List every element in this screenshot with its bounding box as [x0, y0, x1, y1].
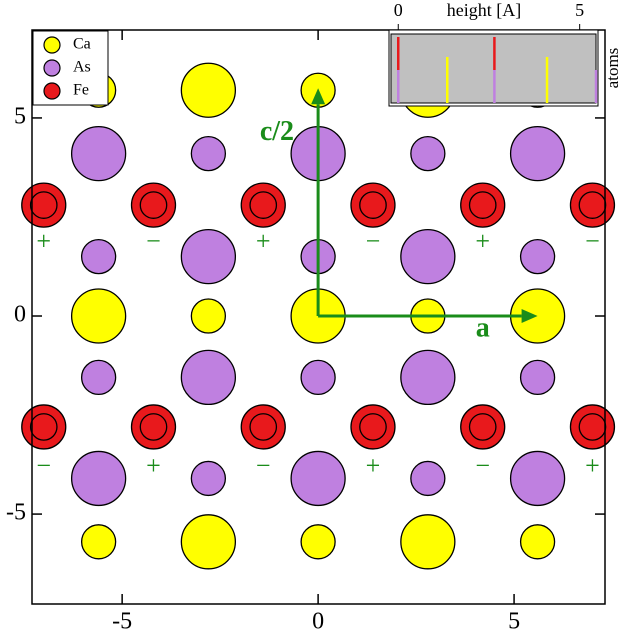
atom [70, 125, 127, 182]
atom [519, 238, 556, 275]
atom [180, 514, 237, 570]
inset-x-label: height [A] [447, 0, 521, 20]
atom [350, 182, 396, 228]
legend-marker [43, 82, 61, 100]
atom [180, 349, 237, 406]
atom [180, 228, 237, 285]
sign-label: − [146, 226, 161, 255]
sign-label: − [36, 451, 51, 480]
atom [80, 359, 117, 396]
legend-label: As [73, 59, 91, 76]
x-tick-label: 0 [312, 609, 324, 634]
arrow-head [521, 309, 538, 324]
atom-inner [249, 413, 278, 441]
atom [400, 228, 456, 285]
atom [80, 238, 117, 275]
atom [240, 182, 286, 228]
y-tick-label: -5 [6, 500, 26, 526]
sign-label: − [366, 226, 381, 255]
sign-label: + [585, 451, 600, 480]
atom [21, 182, 67, 228]
atom-inner [29, 191, 58, 219]
atom [519, 359, 556, 396]
inset-y-label: atoms [603, 48, 622, 89]
sign-label: + [146, 451, 161, 480]
atom [400, 514, 456, 570]
atom [509, 125, 566, 182]
atom [460, 182, 506, 228]
sign-label: + [36, 226, 51, 255]
atom [350, 404, 396, 450]
atom [130, 182, 177, 228]
y-tick-label: 5 [14, 103, 26, 129]
sign-label: + [475, 226, 490, 255]
inset-tick-label: 5 [575, 0, 584, 20]
atom-inner [249, 191, 278, 219]
vector-label: c/2 [260, 116, 294, 147]
atom [80, 524, 117, 560]
atom-inner [468, 413, 497, 441]
atom [569, 182, 616, 228]
atom [460, 404, 506, 450]
sign-label: − [475, 451, 490, 480]
atom [410, 460, 446, 497]
y-tick-label: 0 [14, 302, 26, 328]
inset-tick-label: 0 [394, 0, 403, 20]
atom-inner [359, 191, 387, 219]
atom [569, 404, 616, 450]
atom-inner [359, 413, 387, 441]
atom [410, 135, 446, 172]
legend-marker [43, 36, 61, 54]
x-tick-label: 5 [508, 609, 520, 634]
atom [190, 298, 227, 334]
atom [130, 404, 177, 450]
atom [190, 460, 227, 497]
x-tick-label: -5 [112, 609, 132, 634]
sign-label: + [366, 451, 381, 480]
atom-inner [139, 191, 168, 219]
atom [70, 450, 127, 507]
atom [190, 135, 227, 172]
atom [70, 288, 127, 344]
atom [519, 524, 556, 560]
atom-inner [139, 413, 168, 441]
atom [300, 359, 336, 396]
atom [400, 349, 456, 406]
atom [290, 450, 346, 507]
sign-label: − [256, 451, 271, 480]
atom-inner [29, 413, 58, 441]
atom [240, 404, 286, 450]
legend-label: Fe [73, 82, 89, 99]
legend-label: Ca [73, 36, 91, 53]
atom [180, 62, 237, 118]
atom [21, 404, 67, 450]
atom [509, 450, 566, 507]
sign-label: + [256, 226, 271, 255]
legend-marker [43, 59, 61, 77]
vector-label: a [476, 312, 490, 343]
sign-label: − [585, 226, 600, 255]
atom-inner [468, 191, 497, 219]
arrow-head [311, 88, 326, 105]
atom [300, 524, 336, 560]
